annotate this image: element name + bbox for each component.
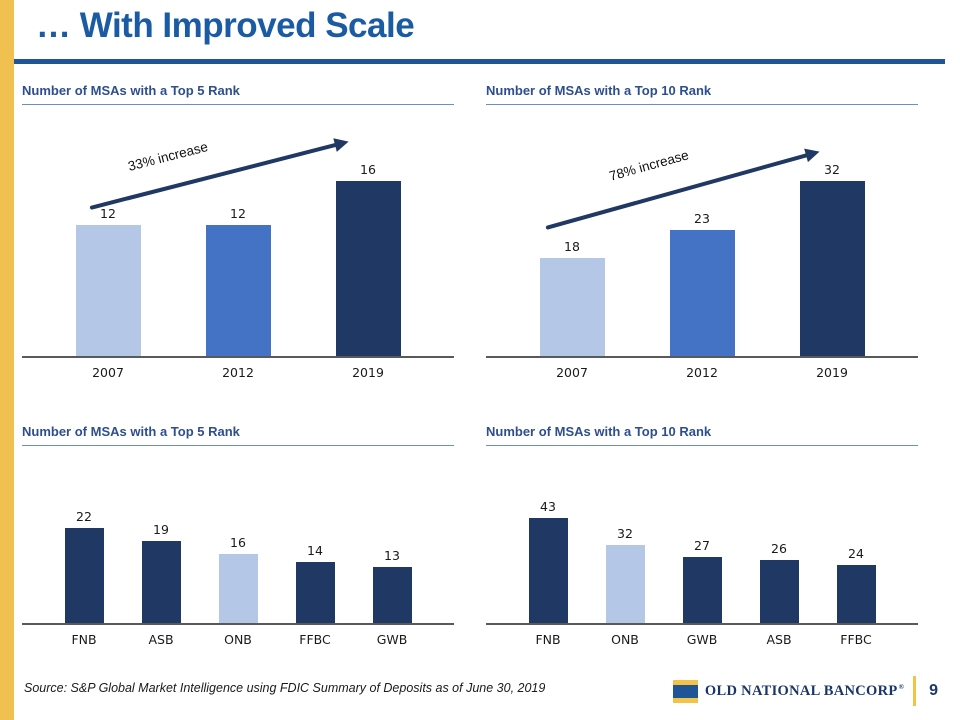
bar [799, 180, 865, 356]
bar [64, 527, 104, 623]
bars-area: 12 12 16 [22, 105, 454, 356]
axis-category-label: 2012 [686, 365, 718, 380]
bar [75, 224, 141, 356]
bar-value-label: 22 [76, 508, 92, 524]
axis-category-label: FFBC [840, 632, 872, 647]
bar-value-label: 23 [694, 211, 710, 227]
axis-category-label: GWB [376, 632, 408, 647]
bar-value-label: 32 [617, 526, 633, 541]
x-axis-line [22, 623, 454, 625]
axis-category-label: 2007 [556, 365, 588, 380]
bar [141, 540, 181, 623]
bar-group: 12 [205, 205, 271, 356]
axis-category-label: 2012 [222, 365, 254, 380]
bar [669, 230, 735, 356]
bar-group: 19 [141, 521, 181, 623]
axis-category-label: ONB [611, 632, 639, 647]
bar [528, 518, 568, 623]
bar-group: 12 [75, 205, 141, 356]
bar-group: 43 [528, 499, 568, 623]
footer-gold-divider [913, 676, 917, 706]
bar-value-label: 26 [771, 540, 787, 556]
axis-category-label: ASB [766, 632, 792, 647]
chart-panel-top10-by-bank: Number of MSAs with a Top 10 Rank 43 32 27… [486, 424, 918, 647]
chart-title: Number of MSAs with a Top 5 Rank [22, 83, 454, 105]
bar-value-label: 16 [230, 534, 246, 550]
bar [759, 559, 799, 623]
bar [205, 224, 271, 356]
registered-mark: ® [898, 682, 905, 691]
chart-panel-top10-by-year: Number of MSAs with a Top 10 Rank 18 23 32… [486, 83, 918, 380]
bar-group: 14 [295, 543, 335, 623]
axis-category-label: ONB [224, 632, 252, 647]
plot-area: 43 32 27 26 24 [486, 446, 918, 623]
bar-value-label: 24 [848, 545, 864, 561]
bar [539, 257, 605, 356]
bar-value-label: 18 [564, 238, 580, 254]
axis-category-label: 2019 [352, 365, 384, 380]
bar-group: 32 [799, 161, 865, 356]
bar-group: 23 [669, 211, 735, 356]
axis-category-label: 2007 [92, 365, 124, 380]
axis-category-label: FFBC [299, 632, 331, 647]
bar [372, 566, 412, 623]
axis-category-label: FNB [71, 632, 97, 647]
onb-logo-mark-icon [672, 679, 698, 703]
plot-area: 22 19 16 14 13 [22, 446, 454, 623]
onb-logo: OLD NATIONAL BANCORP® 9 [672, 674, 938, 708]
category-labels-row: 2007 2012 2019 [22, 365, 454, 380]
axis-category-label: 2019 [816, 365, 848, 380]
source-note: Source: S&P Global Market Intelligence u… [24, 681, 546, 695]
onb-logo-text: OLD NATIONAL BANCORP® [704, 682, 905, 699]
axis-category-label: ASB [148, 632, 174, 647]
x-axis-line [486, 356, 918, 358]
title-underline [14, 59, 945, 64]
left-accent-stripe [0, 0, 14, 720]
chart-panel-top5-by-bank: Number of MSAs with a Top 5 Rank 22 19 16 1… [22, 424, 454, 647]
category-labels-row: FNB ASB ONB FFBC GWB [22, 632, 454, 647]
chart-title: Number of MSAs with a Top 10 Rank [486, 83, 918, 105]
bar-value-label: 43 [540, 499, 556, 515]
category-labels-row: 2007 2012 2019 [486, 365, 918, 380]
bar-value-label: 27 [694, 538, 710, 554]
slide-title: … With Improved Scale [36, 6, 415, 45]
bar-group: 22 [64, 508, 104, 623]
chart-panel-top5-by-year: Number of MSAs with a Top 5 Rank 12 12 16 … [22, 83, 454, 380]
x-axis-line [22, 356, 454, 358]
bar-group: 32 [605, 526, 645, 623]
bar-value-label: 12 [230, 205, 246, 221]
bar-group: 16 [218, 534, 258, 623]
bar [836, 564, 876, 623]
bar [295, 562, 335, 623]
bar-value-label: 16 [360, 161, 376, 177]
bars-area: 43 32 27 26 24 [486, 446, 918, 623]
bar-value-label: 32 [824, 161, 840, 177]
bars-area: 18 23 32 [486, 105, 918, 356]
bar-value-label: 13 [384, 547, 400, 563]
bar [682, 557, 722, 623]
bar-group: 18 [539, 238, 605, 356]
bar-value-label: 14 [307, 543, 323, 559]
page-number: 9 [929, 682, 938, 699]
plot-area: 12 12 16 33% increase [22, 105, 454, 356]
chart-title: Number of MSAs with a Top 5 Rank [22, 424, 454, 446]
category-labels-row: FNB ONB GWB ASB FFBC [486, 632, 918, 647]
bar-group: 27 [682, 538, 722, 623]
axis-category-label: FNB [535, 632, 561, 647]
axis-category-label: GWB [686, 632, 718, 647]
bar [218, 553, 258, 623]
x-axis-line [486, 623, 918, 625]
bar [335, 180, 401, 356]
plot-area: 18 23 32 78% increase [486, 105, 918, 356]
bar-group: 13 [372, 547, 412, 623]
bar-group: 16 [335, 161, 401, 356]
chart-title: Number of MSAs with a Top 10 Rank [486, 424, 918, 446]
bar-value-label: 12 [100, 205, 116, 221]
bar-group: 26 [759, 540, 799, 623]
bar-group: 24 [836, 545, 876, 623]
bar-value-label: 19 [153, 521, 169, 537]
bar [605, 545, 645, 623]
bars-area: 22 19 16 14 13 [22, 446, 454, 623]
